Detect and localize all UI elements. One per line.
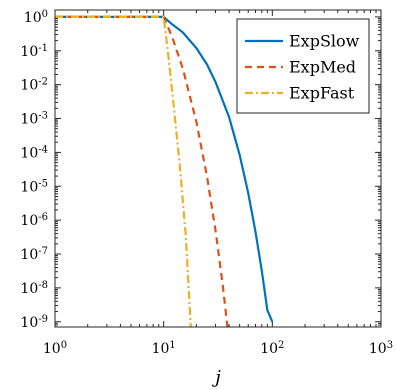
tick-label-base: 10 <box>369 341 387 357</box>
tick-label-exponent: 3 <box>387 340 393 351</box>
tick-label-exponent: -9 <box>38 313 48 324</box>
tick-label-exponent: -4 <box>38 144 48 155</box>
tick-label-base: 10 <box>20 179 38 195</box>
tick-label-base: 10 <box>20 78 38 94</box>
tick-label-exponent: 0 <box>42 8 48 19</box>
tick-label-base: 10 <box>20 281 38 297</box>
tick-label-exponent: -5 <box>38 178 48 189</box>
y-tick-label: 10-5 <box>20 178 48 196</box>
plot-frame <box>54 9 382 328</box>
tick-label-exponent: 2 <box>278 340 284 351</box>
tick-label-exponent: -6 <box>38 212 48 223</box>
series-line-expfast <box>55 15 192 327</box>
x-tick-label: 101 <box>152 340 176 358</box>
tick-label-exponent: -2 <box>38 76 48 87</box>
legend-label: ExpFast <box>289 84 355 103</box>
y-tick-label: 10-2 <box>20 76 48 94</box>
y-tick-label: 10-3 <box>20 110 48 128</box>
y-tick-label: 10-1 <box>20 42 48 60</box>
x-axis-label: j <box>211 367 221 388</box>
tick-labels: 100 101 102 10310010-110-210-310-410-510-61… <box>20 8 393 357</box>
tick-label-exponent: -8 <box>38 279 48 290</box>
y-tick-label: 10-4 <box>20 144 48 162</box>
tick-label-base: 10 <box>152 341 170 357</box>
x-tick-label: 100 <box>43 340 67 358</box>
y-tick-label: 10-8 <box>20 279 48 297</box>
y-tick-label: 10-9 <box>20 313 48 331</box>
tick-label-base: 10 <box>20 44 38 60</box>
legend-label: ExpMed <box>289 58 356 77</box>
tick-label-base: 10 <box>260 341 278 357</box>
x-tick-label: 103 <box>369 340 393 358</box>
series-lines <box>55 15 274 327</box>
tick-label-base: 10 <box>20 145 38 161</box>
tick-label-exponent: -3 <box>38 110 48 121</box>
tick-label-base: 10 <box>20 112 38 128</box>
tick-label-base: 10 <box>20 247 38 263</box>
tick-label-exponent: 0 <box>61 340 67 351</box>
tick-label-exponent: 1 <box>169 340 175 351</box>
y-tick-label: 10-7 <box>20 246 48 264</box>
tick-label-base: 10 <box>20 315 38 331</box>
tick-label-base: 10 <box>20 213 38 229</box>
tick-label-exponent: -7 <box>38 246 48 257</box>
tick-label-base: 10 <box>24 10 42 26</box>
y-tick-label: 100 <box>24 8 48 26</box>
y-tick-label: 10-6 <box>20 212 48 230</box>
tick-label-exponent: -1 <box>38 42 48 53</box>
tick-label-base: 10 <box>43 341 61 357</box>
legend-label: ExpSlow <box>289 32 360 51</box>
legend: ExpSlow ExpMed ExpFast <box>236 18 370 114</box>
x-tick-label: 102 <box>260 340 284 358</box>
